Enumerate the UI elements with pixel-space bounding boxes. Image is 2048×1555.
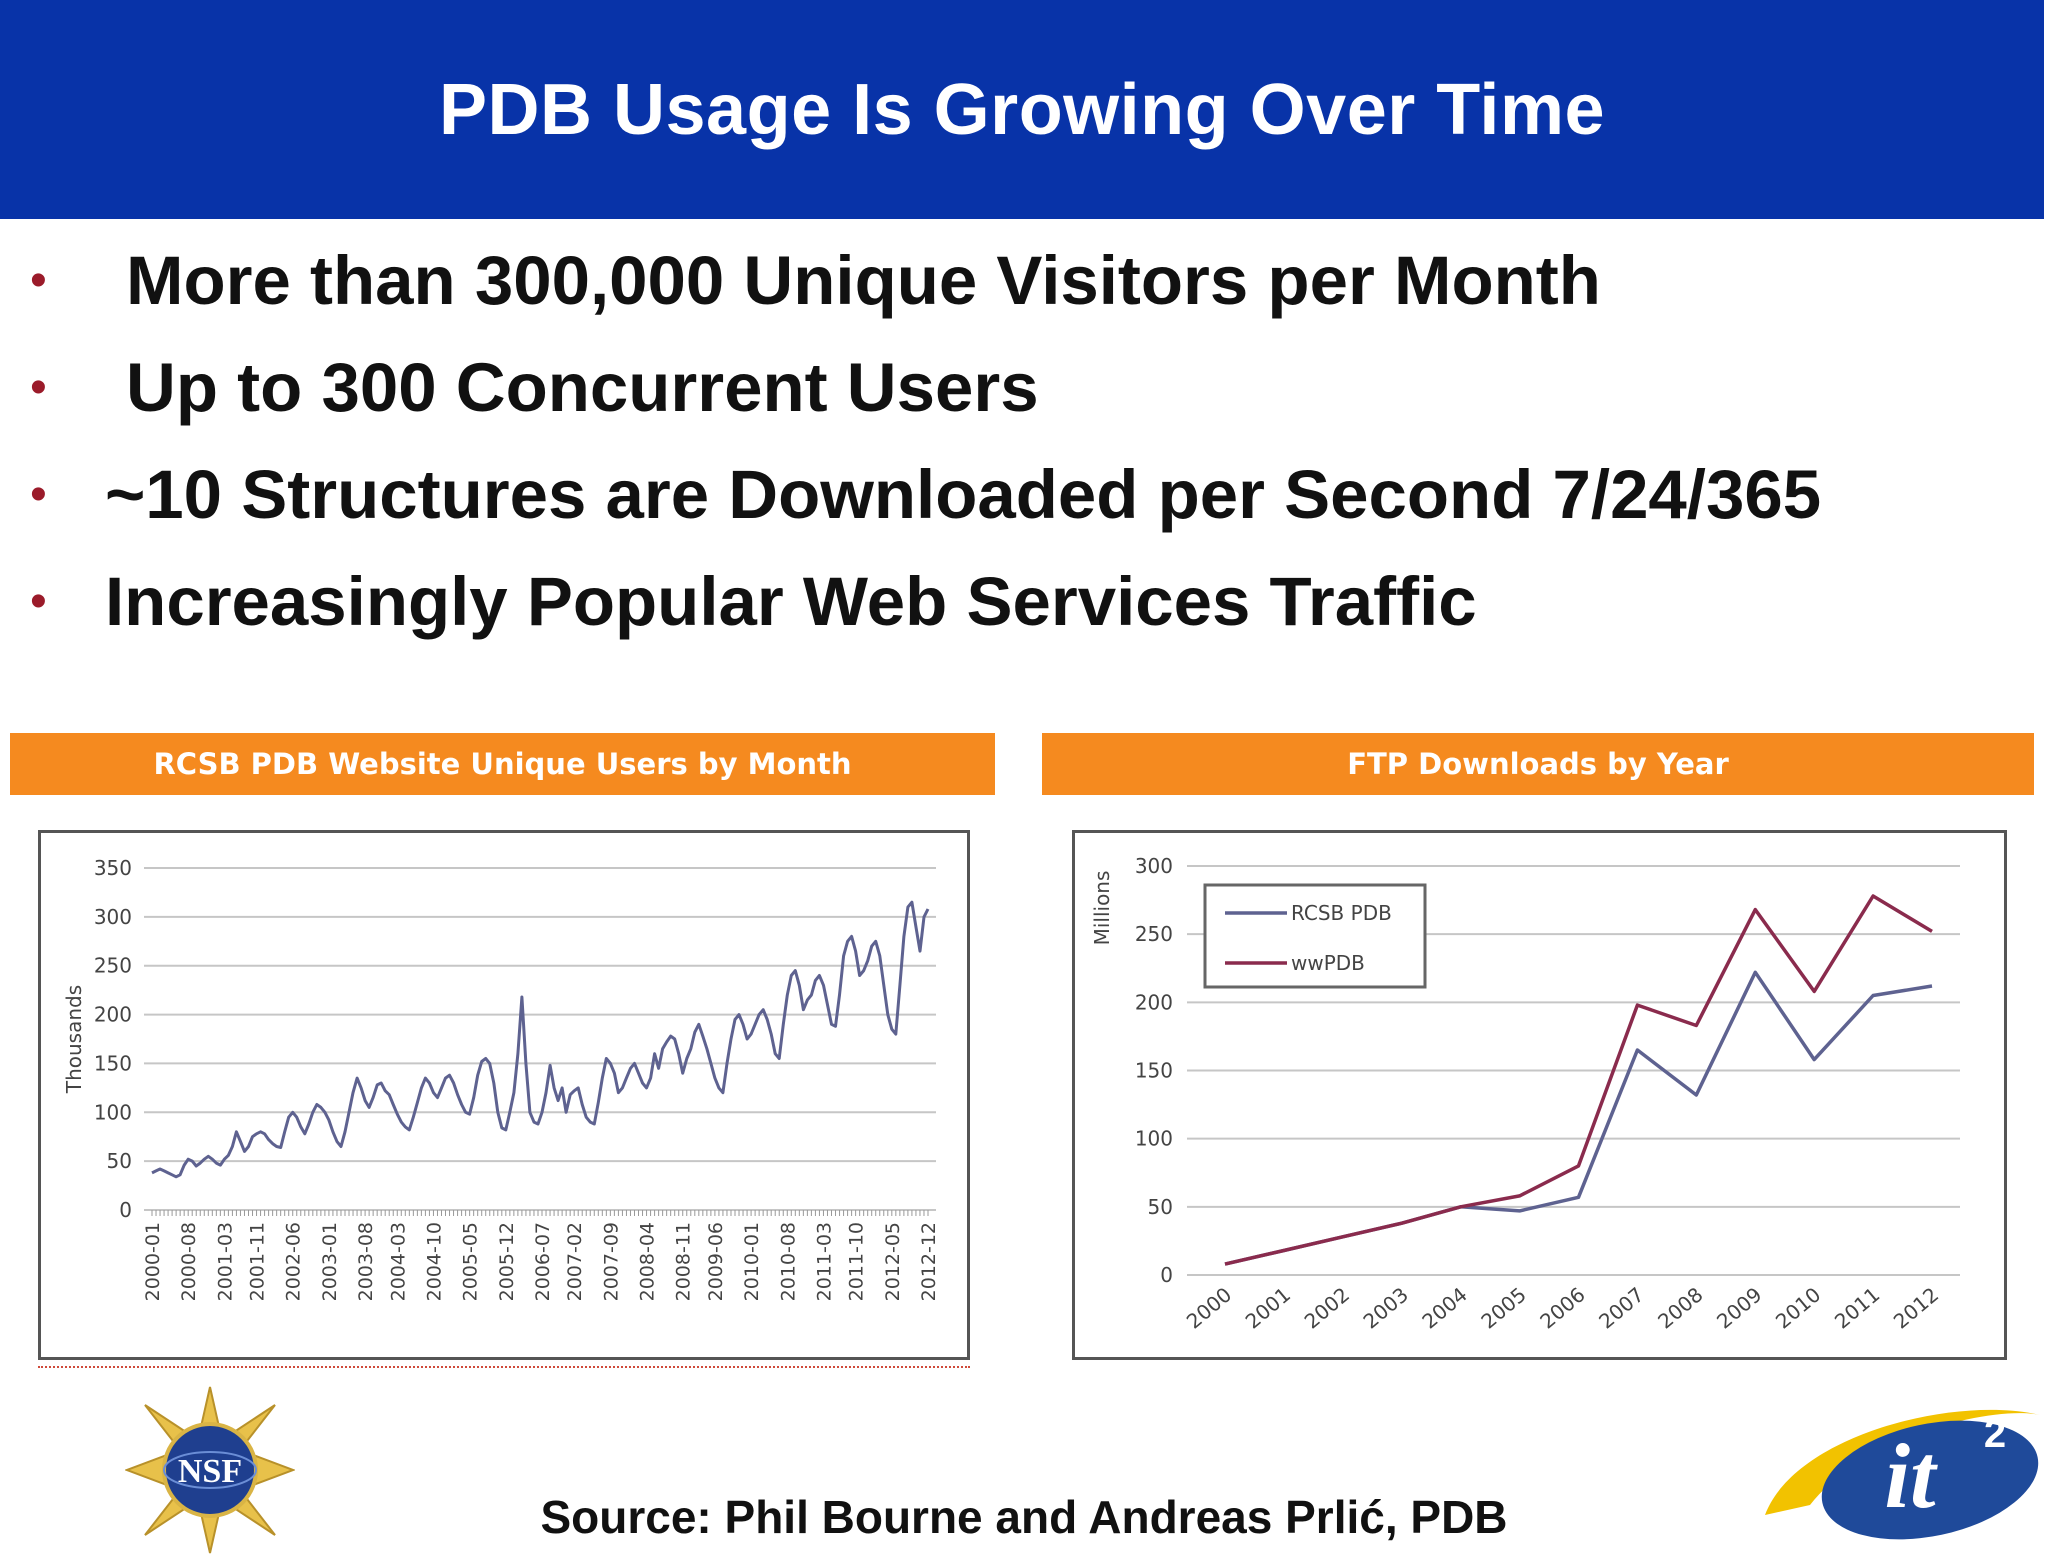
x-tick-label: 2005: [1476, 1282, 1530, 1333]
x-tick-label: 2010-08: [777, 1222, 799, 1301]
x-tick-label: 2007-09: [600, 1222, 622, 1301]
bullet-marker: •: [30, 574, 47, 628]
y-tick-label: 300: [1135, 854, 1173, 878]
x-tick-label: 2002: [1300, 1282, 1354, 1333]
y-tick-label: 0: [119, 1198, 132, 1222]
it2-logo: it 2: [1765, 1409, 2040, 1540]
x-tick-label: 2003-08: [355, 1222, 377, 1301]
nsf-logo: NSF: [125, 1386, 295, 1554]
x-tick-label: 2012-12: [918, 1222, 940, 1301]
bullet-marker: •: [30, 360, 47, 414]
x-tick-label: 2004: [1417, 1282, 1471, 1333]
y-tick-label: 100: [94, 1100, 132, 1124]
x-tick-label: 2003-01: [319, 1222, 341, 1301]
x-tick-label: 2010: [1771, 1282, 1825, 1333]
y-tick-label: 200: [94, 1003, 132, 1027]
x-tick-label: 2010-01: [741, 1222, 763, 1301]
slide-title: PDB Usage Is Growing Over Time: [438, 69, 1605, 150]
y-tick-label: 150: [1135, 1059, 1173, 1083]
x-tick-label: 2003: [1359, 1282, 1413, 1333]
x-tick-label: 2006-07: [532, 1222, 554, 1301]
legend-label: wwPDB: [1291, 951, 1365, 975]
x-tick-label: 2009-06: [705, 1222, 727, 1301]
bullet-marker: •: [30, 467, 47, 521]
x-tick-label: 2007-02: [564, 1222, 586, 1301]
y-tick-label: 250: [1135, 922, 1173, 946]
y-tick-label: 200: [1135, 990, 1173, 1014]
x-tick-label: 2005-05: [460, 1222, 482, 1301]
x-tick-label: 2000: [1182, 1282, 1236, 1333]
x-tick-label: 2001: [1241, 1282, 1295, 1333]
y-tick-label: 50: [1148, 1195, 1173, 1219]
chart-unique-users: 0 50 100 150 200 250 300 350 Thousands 2000-01 200…: [62, 856, 940, 1301]
x-tick-label: 2009: [1712, 1282, 1766, 1333]
slide-header: PDB Usage Is Growing Over Time: [0, 0, 2044, 219]
y-axis-label: Thousands: [62, 985, 86, 1094]
it2-logo-superscript: 2: [1984, 1412, 2006, 1456]
x-tick-label: 2001-03: [214, 1222, 236, 1301]
x-tick-label: 2012: [1889, 1282, 1943, 1333]
series-line-unique-users: [151, 900, 930, 1179]
legend-label: RCSB PDB: [1291, 901, 1392, 925]
series-line-wwpdb: [1224, 894, 1933, 1266]
bullet-text: Up to 300 Concurrent Users: [126, 348, 1039, 426]
chart-frame-ftp-downloads: 0 50 100 150 200 250 300 Millions 2000 2001 2002 20…: [1072, 830, 2007, 1360]
x-tick-label: 2005-12: [496, 1222, 518, 1301]
x-tick-label: 2006: [1535, 1282, 1589, 1333]
nsf-logo-text: NSF: [178, 1453, 242, 1490]
it2-logo-text: it: [1884, 1425, 1938, 1527]
x-tick-label: 2002-06: [283, 1222, 305, 1301]
legend-box: [1203, 883, 1427, 989]
x-tick-label: 2001-11: [247, 1222, 269, 1301]
chart-frame-unique-users: 0 50 100 150 200 250 300 350 Thousands 2000-01 200…: [38, 830, 970, 1360]
y-tick-label: 150: [94, 1051, 132, 1075]
y-tick-label: 250: [94, 954, 132, 978]
y-tick-label: 100: [1135, 1127, 1173, 1151]
x-tick-label: 2008: [1653, 1282, 1707, 1333]
y-axis-label: Millions: [1090, 871, 1114, 946]
x-tick-label: 2004-10: [423, 1222, 445, 1301]
source-credit: Source: Phil Bourne and Andreas Prlić, P…: [540, 1491, 1508, 1543]
chart-header-ftp-downloads: FTP Downloads by Year: [1042, 733, 2034, 795]
x-tick-label: 2007: [1594, 1282, 1648, 1333]
divider-dotted: [38, 1366, 970, 1368]
x-tick-label: 2011-03: [813, 1222, 835, 1301]
bullet-text: ~10 Structures are Downloaded per Second…: [105, 455, 1822, 533]
y-tick-label: 300: [94, 905, 132, 929]
chart-header-unique-users: RCSB PDB Website Unique Users by Month: [10, 733, 995, 795]
series-line-rcsb-pdb: [1224, 970, 1933, 1266]
x-tick-label: 2011-10: [846, 1222, 868, 1301]
bullet-marker: •: [30, 253, 47, 307]
y-tick-label: 0: [1160, 1263, 1173, 1287]
x-tick-label: 2000-01: [142, 1222, 164, 1301]
bullet-text: Increasingly Popular Web Services Traffi…: [105, 562, 1477, 640]
y-tick-label: 50: [107, 1149, 132, 1173]
x-tick-label: 2011: [1830, 1282, 1884, 1333]
x-tick-label: 2008-04: [637, 1222, 659, 1301]
x-tick-label: 2012-05: [882, 1222, 904, 1301]
bullet-text: More than 300,000 Unique Visitors per Mo…: [126, 241, 1601, 319]
y-tick-label: 350: [94, 856, 132, 880]
x-tick-label: 2008-11: [673, 1222, 695, 1301]
x-tick-label: 2004-03: [387, 1222, 409, 1301]
x-tick-label: 2000-08: [178, 1222, 200, 1301]
